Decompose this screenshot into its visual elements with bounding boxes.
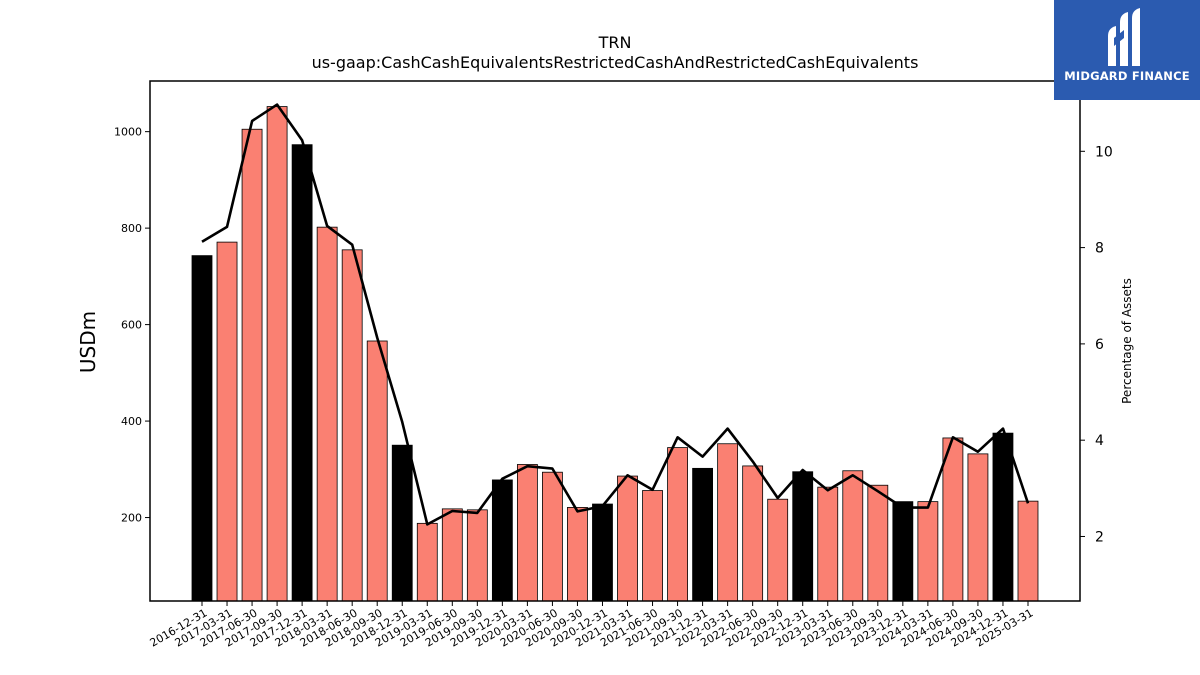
bar [416, 522, 438, 602]
bar [842, 470, 864, 602]
y-tick-label: 1000 [114, 126, 142, 139]
bar [617, 475, 638, 602]
bar [542, 471, 563, 602]
bar [992, 432, 1014, 602]
y-axis-label: USDm [76, 311, 100, 373]
bar [817, 486, 839, 602]
y2-tick-label: 4 [1095, 433, 1104, 449]
y2-tick-label: 2 [1095, 529, 1104, 545]
bar [466, 509, 488, 602]
bar [592, 503, 613, 602]
bar [942, 437, 964, 602]
bar [491, 479, 513, 602]
y2-axis-label: Percentage of Assets [1120, 278, 1134, 404]
y2-tick-label: 6 [1095, 337, 1104, 353]
chart-subtitle: us-gaap:CashCashEquivalentsRestrictedCas… [312, 53, 919, 72]
bar [892, 501, 914, 602]
y2-tick-label: 10 [1095, 144, 1113, 160]
bar [917, 501, 939, 602]
bar [967, 453, 989, 602]
bar [241, 128, 263, 602]
bar [667, 447, 688, 602]
bar [742, 465, 764, 602]
y-tick-label: 200 [121, 512, 142, 525]
plot-frame [149, 80, 1081, 602]
bar [516, 464, 538, 602]
bar [567, 507, 588, 602]
bar [1017, 500, 1039, 602]
bar [266, 106, 288, 602]
logo-text: MIDGARD FINANCE [1064, 69, 1190, 83]
y-tick-label: 600 [121, 319, 142, 332]
bar [867, 484, 889, 602]
bar [642, 490, 663, 602]
logo: MIDGARD FINANCE [1054, 0, 1200, 100]
bar [792, 471, 814, 602]
y2-tick-label: 8 [1095, 241, 1104, 257]
logo-mark-icon [1108, 8, 1140, 66]
bar [767, 498, 789, 602]
bar [692, 467, 713, 602]
percentage-line [201, 103, 1030, 526]
y-tick-label: 400 [121, 415, 142, 428]
bar [291, 144, 313, 602]
bar [341, 249, 363, 602]
bar [717, 443, 739, 602]
bar [216, 241, 238, 602]
bar [441, 508, 463, 602]
bar [191, 255, 213, 602]
y-tick-label: 800 [121, 222, 142, 235]
chart-title: TRN [598, 33, 632, 52]
chart-marks: 20040060080010002468102016-12-312017-03-… [114, 103, 1113, 650]
bar [366, 340, 388, 602]
bar [391, 444, 413, 602]
bar [316, 226, 338, 602]
